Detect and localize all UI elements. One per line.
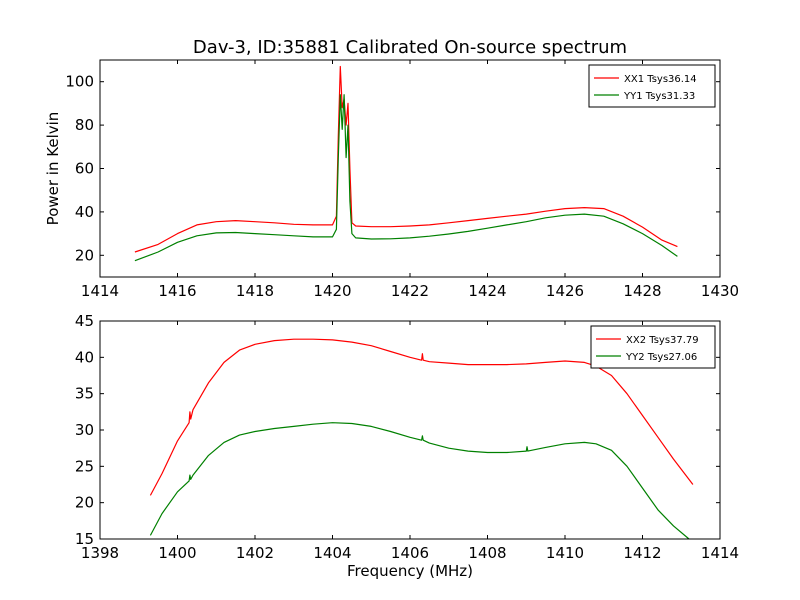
series-line-2 (149, 422, 690, 540)
y-tick-label: 45 (75, 312, 94, 330)
x-tick-label: 1414 (81, 282, 119, 300)
legend-box (590, 325, 716, 369)
x-tick-label: 1422 (391, 282, 429, 300)
x-tick-label: 1428 (623, 282, 661, 300)
legend-label: YY1 Tsys31.33 (623, 91, 695, 102)
x-tick-label: 1398 (81, 544, 119, 562)
x-tick-label: 1410 (546, 544, 584, 562)
legend-label: YY2 Tsys27.06 (625, 352, 697, 363)
chart-title: Dav-3, ID:35881 Calibrated On-source spe… (193, 37, 627, 58)
legend: XX2 Tsys37.79 YY2 Tsys27.06 (590, 325, 716, 369)
y-tick-label: 35 (75, 385, 94, 403)
x-tick-label: 1420 (313, 282, 351, 300)
x-tick-label: 1426 (546, 282, 584, 300)
x-tick-label: 1400 (158, 544, 196, 562)
y-tick-label: 20 (75, 246, 94, 264)
y-tick-label: 80 (75, 116, 94, 134)
y-tick-label: 40 (75, 203, 94, 221)
legend: XX1 Tsys36.14 YY1 Tsys31.33 (588, 64, 716, 108)
top-panel: 1414 1416 1418 1420 1422 1424 1426 1428 1430 20 40… (44, 37, 739, 300)
x-tick-label: 1424 (468, 282, 506, 300)
y-tick-label: 40 (75, 348, 94, 366)
x-tick-label: 1414 (701, 544, 739, 562)
legend-box (588, 64, 716, 108)
y-tick-label: 30 (75, 421, 94, 439)
legend-label: XX2 Tsys37.79 (626, 335, 699, 346)
legend-label: XX1 Tsys36.14 (624, 74, 697, 85)
x-tick-label: 1408 (468, 544, 506, 562)
x-tick-label: 1412 (623, 544, 661, 562)
x-tick-label: 1404 (313, 544, 351, 562)
series-line-2 (134, 94, 678, 262)
series-line-1 (134, 65, 678, 253)
x-tick-label: 1418 (236, 282, 274, 300)
x-tick-label: 1416 (158, 282, 196, 300)
y-tick-label: 100 (65, 73, 94, 91)
x-tick-label: 1402 (236, 544, 274, 562)
y-tick-label: 60 (75, 160, 94, 178)
y-tick-label: 15 (75, 530, 94, 548)
y-tick-label: 20 (75, 494, 94, 512)
y-tick-label: 25 (75, 457, 94, 475)
y-axis-label: Power in Kelvin (44, 112, 62, 226)
x-tick-label: 1406 (391, 544, 429, 562)
bottom-panel: 1398 1400 1402 1404 1406 1408 1410 1412 1414 15 20… (75, 312, 739, 580)
x-axis-label: Frequency (MHz) (347, 562, 473, 580)
x-tick-label: 1430 (701, 282, 739, 300)
